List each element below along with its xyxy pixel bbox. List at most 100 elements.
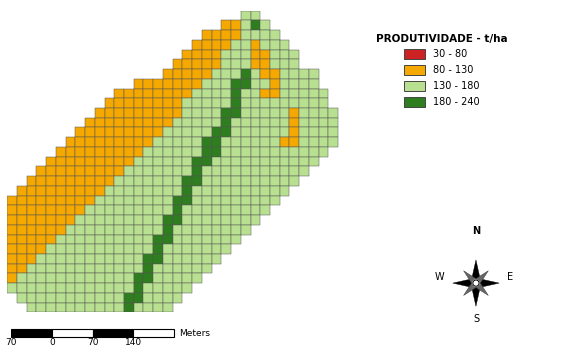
Bar bbox=[290, 108, 299, 118]
Bar bbox=[104, 254, 114, 264]
Bar bbox=[66, 196, 75, 205]
Bar bbox=[270, 108, 280, 118]
Bar bbox=[192, 137, 202, 147]
Bar bbox=[85, 137, 95, 147]
Bar bbox=[7, 254, 17, 264]
Bar bbox=[56, 157, 66, 166]
Bar bbox=[104, 157, 114, 166]
Bar bbox=[153, 176, 163, 186]
Bar bbox=[299, 137, 309, 147]
Bar bbox=[85, 264, 95, 273]
Bar bbox=[95, 303, 104, 312]
Bar bbox=[114, 127, 124, 137]
Bar bbox=[85, 244, 95, 254]
Bar bbox=[95, 196, 104, 205]
Bar bbox=[202, 166, 211, 176]
Bar bbox=[85, 196, 95, 205]
Bar bbox=[231, 137, 241, 147]
Bar bbox=[134, 137, 144, 147]
Bar bbox=[221, 137, 231, 147]
Bar bbox=[114, 264, 124, 273]
Bar bbox=[104, 118, 114, 127]
Bar bbox=[36, 205, 46, 215]
Bar bbox=[192, 108, 202, 118]
Bar bbox=[251, 127, 260, 137]
Bar bbox=[104, 166, 114, 176]
Bar bbox=[173, 118, 182, 127]
Bar bbox=[95, 235, 104, 244]
Bar bbox=[260, 108, 270, 118]
Bar bbox=[85, 283, 95, 293]
Bar bbox=[241, 108, 251, 118]
Bar bbox=[56, 147, 66, 157]
Bar bbox=[46, 215, 56, 225]
Bar bbox=[134, 235, 144, 244]
Bar bbox=[173, 293, 182, 303]
Bar bbox=[231, 196, 241, 205]
Bar bbox=[124, 235, 134, 244]
Bar bbox=[36, 254, 46, 264]
Bar bbox=[221, 176, 231, 186]
Bar bbox=[173, 215, 182, 225]
Bar bbox=[299, 98, 309, 108]
Bar bbox=[192, 59, 202, 69]
Bar bbox=[46, 273, 56, 283]
Bar bbox=[241, 127, 251, 137]
Bar bbox=[163, 137, 173, 147]
Bar bbox=[36, 244, 46, 254]
Bar bbox=[104, 235, 114, 244]
Bar bbox=[134, 264, 144, 273]
Bar bbox=[173, 98, 182, 108]
Bar bbox=[270, 69, 280, 79]
Bar bbox=[85, 273, 95, 283]
Bar bbox=[211, 157, 221, 166]
Text: Meters: Meters bbox=[179, 329, 210, 338]
Bar bbox=[299, 108, 309, 118]
Bar bbox=[66, 137, 75, 147]
Bar bbox=[211, 147, 221, 157]
Bar bbox=[231, 79, 241, 88]
Bar bbox=[309, 137, 319, 147]
Bar bbox=[211, 176, 221, 186]
Bar bbox=[251, 205, 260, 215]
Bar bbox=[163, 254, 173, 264]
Bar bbox=[241, 40, 251, 50]
Bar bbox=[114, 254, 124, 264]
Bar bbox=[221, 157, 231, 166]
Bar bbox=[46, 225, 56, 235]
Bar bbox=[104, 244, 114, 254]
Bar bbox=[134, 176, 144, 186]
Bar bbox=[144, 264, 153, 273]
Bar bbox=[182, 176, 192, 186]
Bar bbox=[202, 79, 211, 88]
Text: 70: 70 bbox=[6, 338, 17, 347]
Bar bbox=[27, 283, 36, 293]
Text: S: S bbox=[473, 314, 479, 324]
Bar bbox=[85, 235, 95, 244]
Bar bbox=[17, 186, 27, 196]
Bar bbox=[202, 118, 211, 127]
Bar bbox=[280, 137, 290, 147]
Bar bbox=[221, 98, 231, 108]
Bar bbox=[95, 283, 104, 293]
Bar bbox=[192, 98, 202, 108]
Bar bbox=[319, 88, 328, 98]
Bar bbox=[75, 176, 85, 186]
Bar bbox=[134, 303, 144, 312]
Bar bbox=[75, 147, 85, 157]
Bar bbox=[36, 303, 46, 312]
Bar bbox=[85, 293, 95, 303]
Bar bbox=[114, 157, 124, 166]
Bar bbox=[202, 88, 211, 98]
Text: W: W bbox=[435, 272, 445, 282]
Bar bbox=[46, 196, 56, 205]
Bar bbox=[46, 303, 56, 312]
Bar bbox=[163, 157, 173, 166]
Bar bbox=[95, 264, 104, 273]
Bar bbox=[270, 59, 280, 69]
Bar bbox=[56, 264, 66, 273]
Bar bbox=[17, 264, 27, 273]
Bar bbox=[290, 69, 299, 79]
Bar bbox=[309, 127, 319, 137]
Bar bbox=[114, 88, 124, 98]
